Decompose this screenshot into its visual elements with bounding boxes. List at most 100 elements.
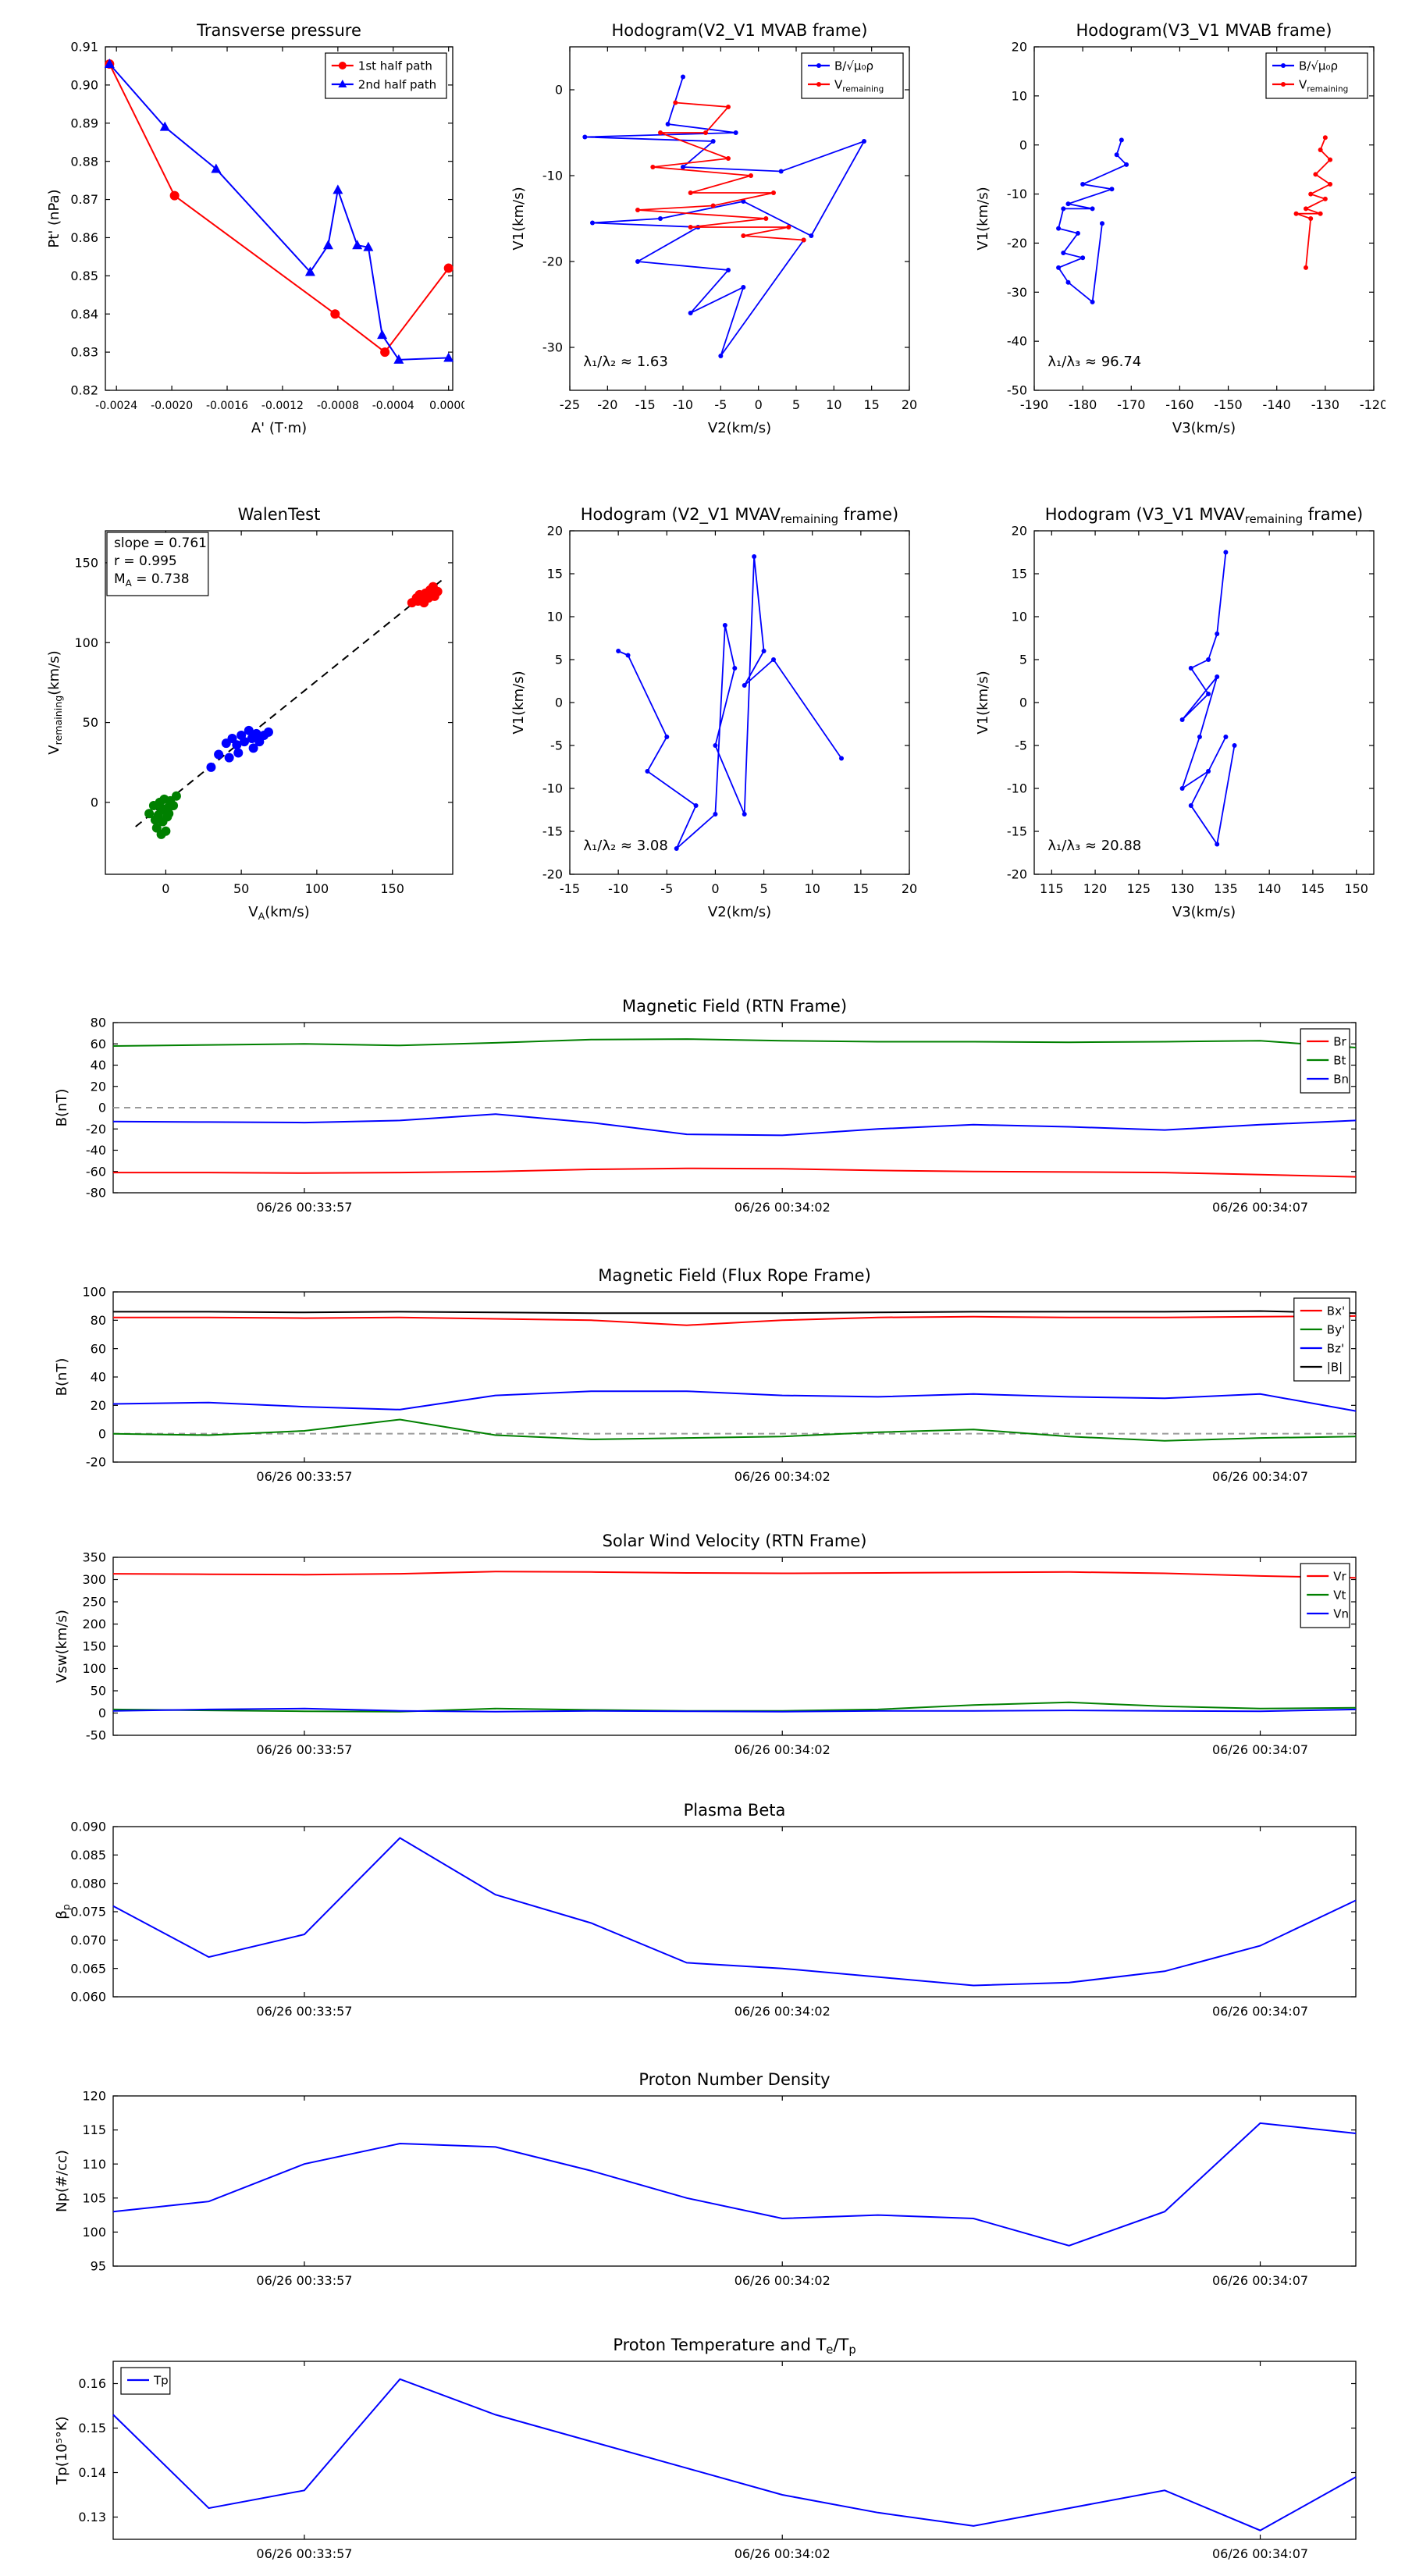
y-tick-label: 100 — [82, 1285, 106, 1300]
series-vn — [112, 1707, 1357, 1713]
series-b-over-sqrt-mu0-rho-marker — [1119, 137, 1124, 143]
plot-area — [112, 2361, 1357, 2540]
series-v-remaining-marker — [763, 216, 769, 221]
proton-temperature-svg: 06/26 00:33:57 06/26 00:34:02 06/26 00:34:… — [54, 2336, 1357, 2561]
stats-box — [106, 532, 209, 596]
annotation: λ₁/λ₃ ≈ 20.88 — [1048, 838, 1141, 854]
annotation: λ₁/λ₂ ≈ 1.63 — [583, 354, 667, 370]
series-v-remaining-hodogram — [617, 556, 842, 849]
series-b-over-sqrt-mu0-rho-marker — [688, 311, 693, 315]
series-v-remaining-hodogram-marker — [1215, 632, 1220, 636]
series-b-over-sqrt-mu0-rho-marker — [1100, 221, 1104, 226]
y-tick-label: 0.060 — [70, 1990, 106, 2005]
series-v-remaining-marker — [1318, 148, 1323, 152]
series-2nd-half-path-marker — [352, 240, 363, 250]
series-v-remaining-hodogram-marker — [1206, 692, 1211, 696]
series-b-over-sqrt-mu0-rho — [1057, 140, 1128, 304]
chart-walen-test: 0 50 100 150 0 50 100 150 WalenTest VA(km/s) Vrema… — [39, 500, 464, 929]
x-tick-label: 135 — [1214, 881, 1238, 896]
series-v-remaining-marker — [635, 208, 640, 212]
series-b-over-sqrt-mu0-rho-marker — [658, 216, 663, 221]
y-tick-label: 150 — [74, 556, 98, 571]
x-tick-label: -140 — [1263, 397, 1291, 412]
y-tick-label: -20 — [86, 1455, 106, 1470]
series-walen-green-marker — [155, 797, 165, 807]
y-tick-label: -20 — [86, 1122, 106, 1137]
series-v-remaining-hodogram-marker — [616, 649, 621, 653]
y-tick-label: 60 — [91, 1037, 106, 1051]
series-walen-blue-marker — [248, 743, 258, 753]
x-tick-label: 130 — [1170, 881, 1194, 896]
series-walen-red-marker — [422, 589, 432, 600]
series-bx- — [113, 1315, 1357, 1326]
x-tick-label: 100 — [305, 881, 329, 896]
series-v-remaining-hodogram-marker — [1232, 743, 1237, 748]
series-2nd-half-path-marker — [104, 59, 115, 68]
chart-hodogram-v3v1-mvab: -190 -180 -170 -160 -150 -140 -130 -120 20 10 0 -10… — [968, 16, 1388, 445]
hodogram-v2v1-mvav-title: Hodogram (V2_V1 MVAVremaining frame) — [581, 505, 898, 526]
y-tick-label: -10 — [1007, 781, 1027, 796]
hodogram-v2v1-mvab-title: Hodogram(V2_V1 MVAB frame) — [612, 21, 868, 41]
series-v-remaining-hodogram-marker — [742, 812, 747, 817]
series-v-remaining-hodogram-marker — [742, 683, 747, 688]
series-2nd-half-path-marker — [159, 121, 170, 131]
y-tick-label: -20 — [1007, 236, 1027, 251]
y-tick-label: 115 — [82, 2122, 106, 2137]
series-v-remaining-hodogram-marker — [1179, 786, 1185, 791]
y-tick-label: 20 — [91, 1398, 106, 1413]
y-tick-label: 0.080 — [70, 1876, 106, 1891]
x-tick-label: 5 — [759, 881, 767, 896]
y-tick-label: -40 — [86, 1143, 106, 1158]
transverse-pressure-xlabel: A' (T·m) — [251, 420, 307, 436]
series-2nd-half-path-marker — [393, 354, 404, 364]
legend-label: 1st half path — [358, 59, 432, 73]
series-v-remaining-marker — [741, 233, 746, 238]
x-tick-label: -10 — [673, 397, 693, 412]
y-tick-label: -10 — [542, 781, 563, 796]
x-tick-label: 06/26 00:34:07 — [1212, 2546, 1308, 2561]
x-tick-label: -0.0024 — [95, 400, 137, 412]
y-tick-label: 80 — [91, 1016, 106, 1030]
x-tick-label: 145 — [1301, 881, 1325, 896]
x-tick-label: 06/26 00:33:57 — [256, 1469, 352, 1484]
y-tick-label: 50 — [83, 715, 98, 730]
y-tick-label: 250 — [82, 1595, 106, 1610]
x-tick-label: 06/26 00:34:07 — [1212, 1742, 1308, 1757]
x-tick-label: 0 — [162, 881, 169, 896]
series-v-remaining-hodogram-marker — [674, 846, 679, 851]
series-b-over-sqrt-mu0-rho-marker — [1075, 230, 1080, 236]
series-b-over-sqrt-mu0-rho-marker — [1061, 206, 1066, 212]
x-tick-label: 06/26 00:34:02 — [735, 1742, 831, 1757]
legend-box — [325, 52, 447, 99]
hodogram-v3v1-mvav-title: Hodogram (V3_V1 MVAVremaining frame) — [1045, 505, 1363, 526]
plot-area — [1033, 46, 1375, 391]
x-tick-label: 10 — [826, 397, 841, 412]
y-tick-label: 95 — [91, 2259, 106, 2274]
series-v-remaining-marker — [1322, 135, 1328, 141]
y-tick-label: 0.090 — [70, 1820, 106, 1834]
series-v-remaining-marker — [673, 100, 678, 105]
y-tick-label: 0 — [1019, 696, 1027, 710]
legend-label: Bt — [1333, 1053, 1346, 1067]
x-tick-label: 06/26 00:34:02 — [735, 2273, 831, 2288]
chart-solar-wind-velocity: 06/26 00:33:57 06/26 00:34:02 06/26 00:34:… — [39, 1526, 1370, 1768]
series-v-remaining-marker — [749, 173, 753, 178]
series-v-remaining-hodogram-marker — [752, 554, 757, 559]
x-tick-label: -10 — [608, 881, 628, 896]
x-tick-label: -5 — [660, 881, 673, 896]
chart-hodogram-v3v1-mvav: 115 120 125 130 135 140 145 150 -20 -15 -10 -5 0 5 10 1… — [968, 500, 1385, 929]
series-v-remaining-hodogram-marker — [625, 653, 631, 658]
x-tick-label: -15 — [635, 397, 656, 412]
series-bn — [112, 1113, 1357, 1137]
x-tick-label: 20 — [902, 397, 917, 412]
y-tick-label: 100 — [74, 635, 98, 650]
series-v-remaining-hodogram-marker — [664, 735, 670, 739]
series-v-remaining-marker — [1304, 265, 1308, 270]
x-tick-label: 50 — [233, 881, 249, 896]
y-tick-label: 0.84 — [70, 307, 98, 322]
series-v-remaining-marker — [688, 225, 693, 229]
series-v-remaining-marker — [1313, 172, 1318, 177]
plasma-beta-ylabel: βp — [54, 1904, 72, 1920]
legend-label: 2nd half path — [358, 77, 436, 91]
y-tick-label: 100 — [82, 2225, 106, 2240]
